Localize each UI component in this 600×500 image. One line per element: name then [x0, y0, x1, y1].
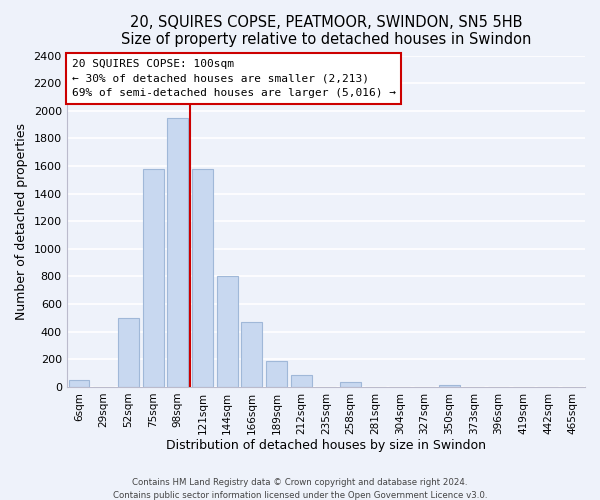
Bar: [68, 380, 89, 387]
Bar: [340, 382, 361, 387]
X-axis label: Distribution of detached houses by size in Swindon: Distribution of detached houses by size …: [166, 440, 486, 452]
Y-axis label: Number of detached properties: Number of detached properties: [15, 122, 28, 320]
Bar: [192, 169, 213, 387]
Bar: [241, 322, 262, 387]
Bar: [290, 374, 311, 387]
Title: 20, SQUIRES COPSE, PEATMOOR, SWINDON, SN5 5HB
Size of property relative to detac: 20, SQUIRES COPSE, PEATMOOR, SWINDON, SN…: [121, 15, 531, 48]
Bar: [266, 362, 287, 387]
Bar: [217, 276, 238, 387]
Bar: [167, 118, 188, 387]
Bar: [118, 318, 139, 387]
Bar: [439, 385, 460, 387]
Text: 20 SQUIRES COPSE: 100sqm
← 30% of detached houses are smaller (2,213)
69% of sem: 20 SQUIRES COPSE: 100sqm ← 30% of detach…: [72, 59, 396, 98]
Text: Contains HM Land Registry data © Crown copyright and database right 2024.
Contai: Contains HM Land Registry data © Crown c…: [113, 478, 487, 500]
Bar: [143, 169, 164, 387]
